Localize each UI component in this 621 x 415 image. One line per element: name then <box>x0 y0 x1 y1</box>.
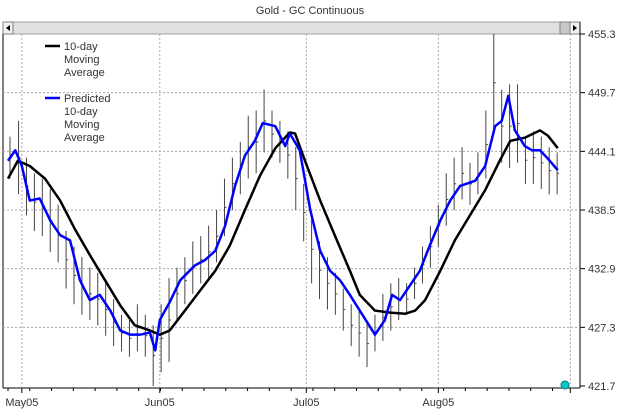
x-tick-label: Jun05 <box>145 397 175 409</box>
legend-label: Moving <box>64 54 99 66</box>
y-tick-label: 438.5 <box>588 205 616 217</box>
chart-title: Gold - GC Continuous <box>256 5 365 17</box>
legend-label: Average <box>64 67 105 79</box>
scrollbar-thumb[interactable] <box>559 21 571 35</box>
arrow-right-icon <box>573 25 577 31</box>
legend-label: Moving <box>64 119 99 131</box>
x-tick-label: Jul05 <box>293 397 319 409</box>
arrow-left-icon <box>6 25 10 31</box>
y-tick-label: 449.7 <box>588 88 616 100</box>
y-tick-label: 421.7 <box>588 381 616 393</box>
legend-label: Average <box>64 132 105 144</box>
current-bar-marker <box>560 380 570 390</box>
scrollbar[interactable] <box>2 21 581 35</box>
legend-label: Predicted <box>64 93 110 105</box>
scrollbar-track[interactable] <box>2 21 581 35</box>
legend: 10-dayMovingAveragePredicted10-dayMoving… <box>45 41 110 144</box>
y-tick-label: 427.3 <box>588 322 616 334</box>
y-tick-label: 455.3 <box>588 29 616 41</box>
legend-label: 10-day <box>64 41 98 53</box>
x-tick-label: Aug05 <box>422 397 454 409</box>
x-tick-label: May05 <box>5 397 38 409</box>
legend-label: 10-day <box>64 106 98 118</box>
y-tick-label: 432.9 <box>588 264 616 276</box>
moving-average-line <box>6 129 559 336</box>
predicted-moving-average-line <box>6 94 559 352</box>
y-tick-label: 444.1 <box>588 146 616 158</box>
